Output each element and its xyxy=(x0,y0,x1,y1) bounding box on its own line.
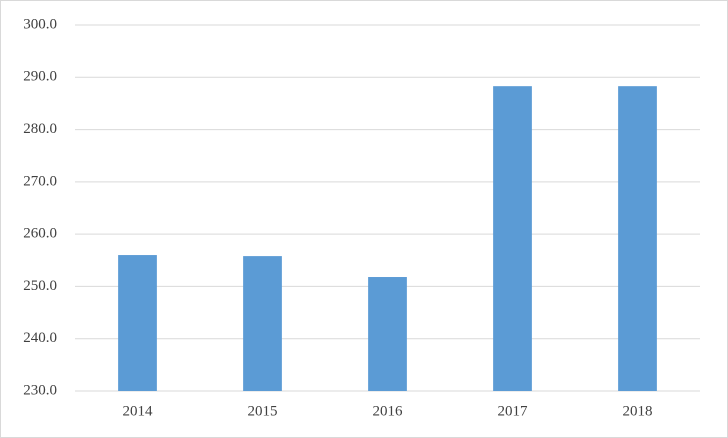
bar xyxy=(368,277,407,391)
y-tick-label: 250.0 xyxy=(23,278,57,294)
x-tick-label: 2016 xyxy=(373,403,404,419)
x-tick-label: 2014 xyxy=(123,403,154,419)
bar xyxy=(618,86,657,391)
y-tick-label: 240.0 xyxy=(23,330,57,346)
y-tick-label: 300.0 xyxy=(23,16,57,32)
y-tick-label: 280.0 xyxy=(23,121,57,137)
y-tick-label: 260.0 xyxy=(23,226,57,242)
y-tick-label: 270.0 xyxy=(23,173,57,189)
x-tick-label: 2015 xyxy=(248,403,278,419)
bar xyxy=(493,86,532,391)
x-tick-label: 2017 xyxy=(498,403,529,419)
bar xyxy=(118,255,157,391)
x-tick-label: 2018 xyxy=(623,403,653,419)
bar xyxy=(243,256,282,391)
y-tick-label: 290.0 xyxy=(23,69,57,85)
y-tick-label: 230.0 xyxy=(23,382,57,398)
